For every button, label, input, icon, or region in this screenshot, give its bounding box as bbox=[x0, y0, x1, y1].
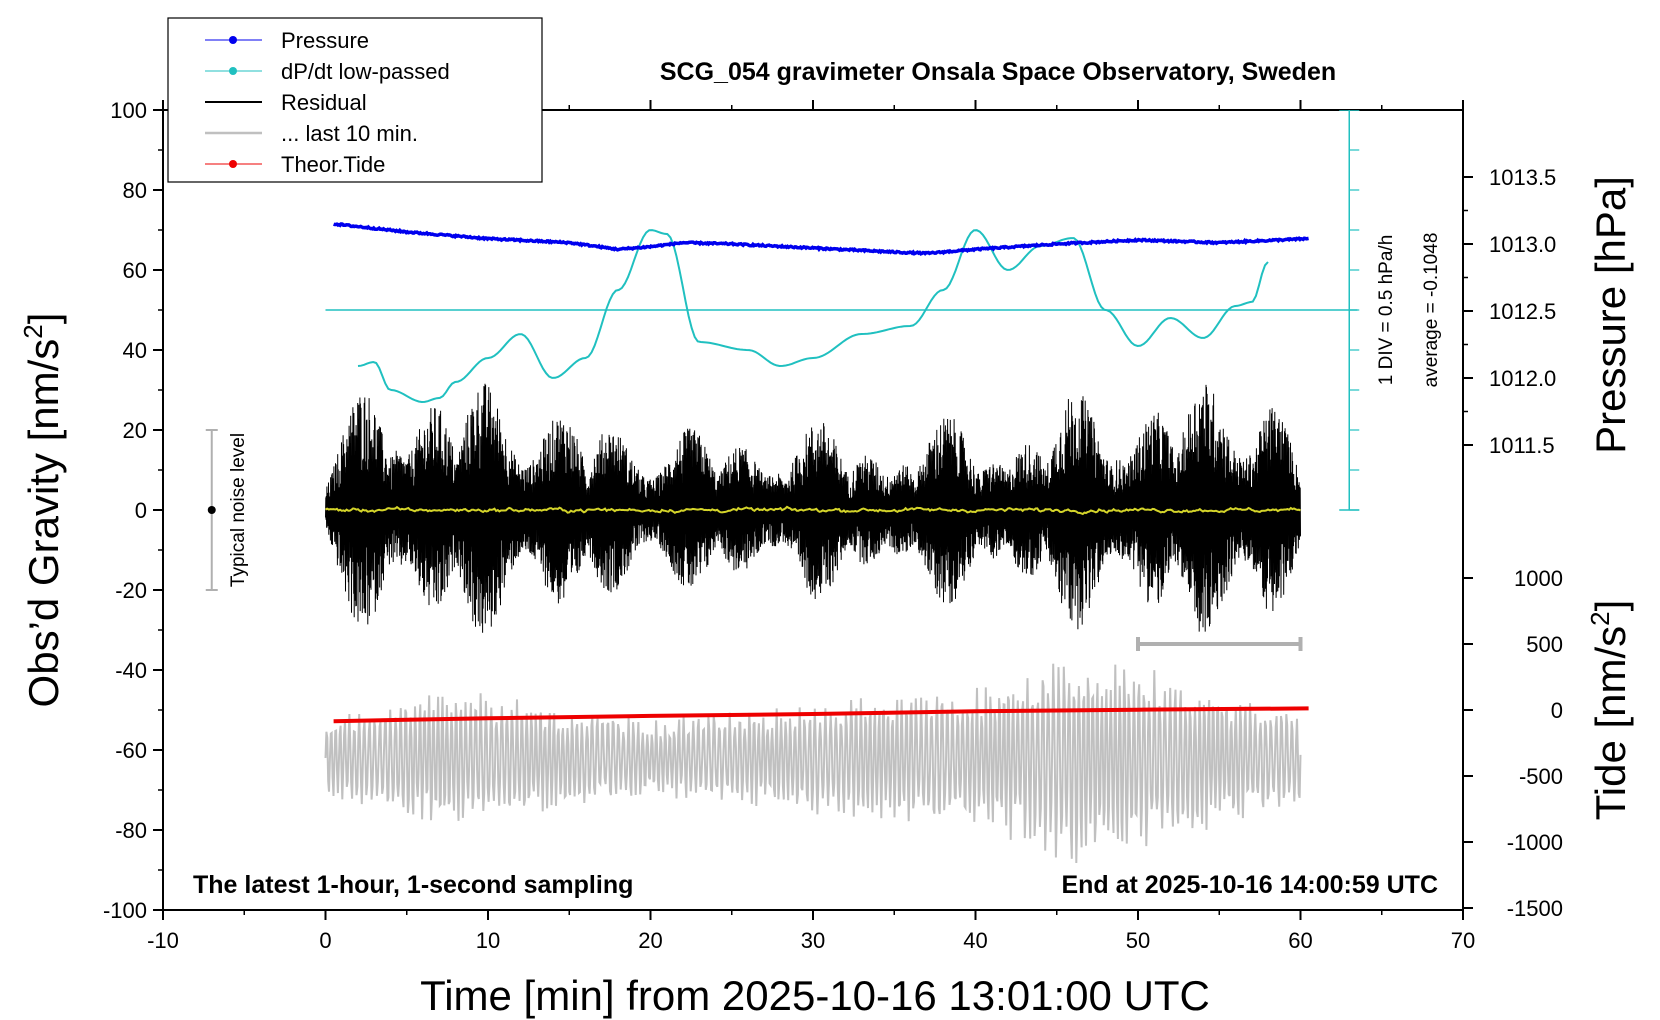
bottom-right-note: End at 2025-10-16 14:00:59 UTC bbox=[1061, 871, 1438, 899]
last10-series bbox=[324, 663, 1302, 864]
x-tick-label: 0 bbox=[319, 928, 331, 953]
pressure-tick-label: 1012.0 bbox=[1489, 366, 1556, 391]
y-tick-label: -100 bbox=[103, 898, 147, 923]
tide-tick-label: -1000 bbox=[1507, 830, 1563, 855]
legend-label: ... last 10 min. bbox=[281, 121, 418, 146]
legend-marker bbox=[229, 36, 237, 44]
y-tick-label: 60 bbox=[123, 258, 147, 283]
legend: Pressure dP/dt low-passed Residual ... last… bbox=[167, 17, 543, 183]
last10-line bbox=[324, 663, 1302, 864]
y-axis-left-label: Obs’d Gravity [nm/s2] bbox=[18, 313, 67, 708]
y-tick-label: 80 bbox=[123, 178, 147, 203]
dpdt-line bbox=[357, 229, 1269, 404]
tide-tick-label: 1000 bbox=[1514, 566, 1563, 591]
smoothed-line bbox=[324, 505, 1301, 516]
tide-series bbox=[333, 706, 1309, 724]
legend-label: Pressure bbox=[281, 28, 369, 53]
x-tick-label: 30 bbox=[801, 928, 825, 953]
y-tick-label: -20 bbox=[115, 578, 147, 603]
x-tick-label: 20 bbox=[638, 928, 662, 953]
residual-series bbox=[325, 383, 1301, 633]
smoothed-series bbox=[324, 505, 1301, 516]
y-tick-label: 40 bbox=[123, 338, 147, 363]
x-tick-label: -10 bbox=[147, 928, 179, 953]
legend-label: Theor.Tide bbox=[281, 152, 385, 177]
x-axis-label: Time [min] from 2025-10-16 13:01:00 UTC bbox=[420, 972, 1210, 1019]
pressure-tick-label: 1012.5 bbox=[1489, 299, 1556, 324]
dpdt-scale-label: 1 DIV = 0.5 hPa/h bbox=[1376, 235, 1397, 386]
dpdt-series bbox=[325, 110, 1360, 511]
chart-title: SCG_054 gravimeter Onsala Space Observat… bbox=[660, 58, 1336, 86]
y-tick-label: 100 bbox=[110, 98, 147, 123]
x-tick-label: 60 bbox=[1288, 928, 1312, 953]
noise-level-label: Typical noise level bbox=[228, 433, 249, 587]
tide-tick-label: 500 bbox=[1526, 632, 1563, 657]
dpdt-average-label: average = -0.1048 bbox=[1421, 233, 1442, 388]
legend-marker bbox=[229, 67, 237, 75]
y-tick-label: 20 bbox=[123, 418, 147, 443]
y-tick-label: -60 bbox=[115, 738, 147, 763]
pressure-tick-label: 1011.5 bbox=[1489, 433, 1555, 458]
x-tick-label: 50 bbox=[1126, 928, 1150, 953]
axis-ticks: -10 0 10 20 30 40 50 60 70100806040200-20-40-60-… bbox=[103, 98, 1563, 953]
noise-center-dot bbox=[207, 506, 216, 514]
legend-label: dP/dt low-passed bbox=[281, 59, 450, 84]
bottom-left-note: The latest 1-hour, 1-second sampling bbox=[193, 871, 633, 899]
pressure-tick-label: 1013.5 bbox=[1489, 165, 1556, 190]
x-tick-label: 70 bbox=[1451, 928, 1475, 953]
pressure-line bbox=[333, 222, 1309, 256]
tide-line bbox=[333, 706, 1309, 724]
tide-tick-label: -1500 bbox=[1507, 896, 1563, 921]
y-axis-right-tide-label: Tide [nm/s2] bbox=[1585, 600, 1634, 821]
x-tick-label: 40 bbox=[963, 928, 987, 953]
y-tick-label: -80 bbox=[115, 818, 147, 843]
pressure-series bbox=[333, 222, 1309, 256]
chart-annotations bbox=[205, 429, 1303, 651]
residual-line bbox=[325, 383, 1301, 633]
y-tick-label: 0 bbox=[135, 498, 147, 523]
legend-marker bbox=[229, 160, 237, 168]
tide-tick-label: -500 bbox=[1519, 764, 1563, 789]
x-tick-label: 10 bbox=[476, 928, 500, 953]
tide-tick-label: 0 bbox=[1551, 698, 1563, 723]
y-tick-label: -40 bbox=[115, 658, 147, 683]
pressure-tick-label: 1013.0 bbox=[1489, 232, 1556, 257]
legend-box bbox=[167, 17, 543, 183]
y-axis-right-pressure-label: Pressure [hPa] bbox=[1587, 176, 1634, 454]
legend-label: Residual bbox=[281, 90, 367, 115]
